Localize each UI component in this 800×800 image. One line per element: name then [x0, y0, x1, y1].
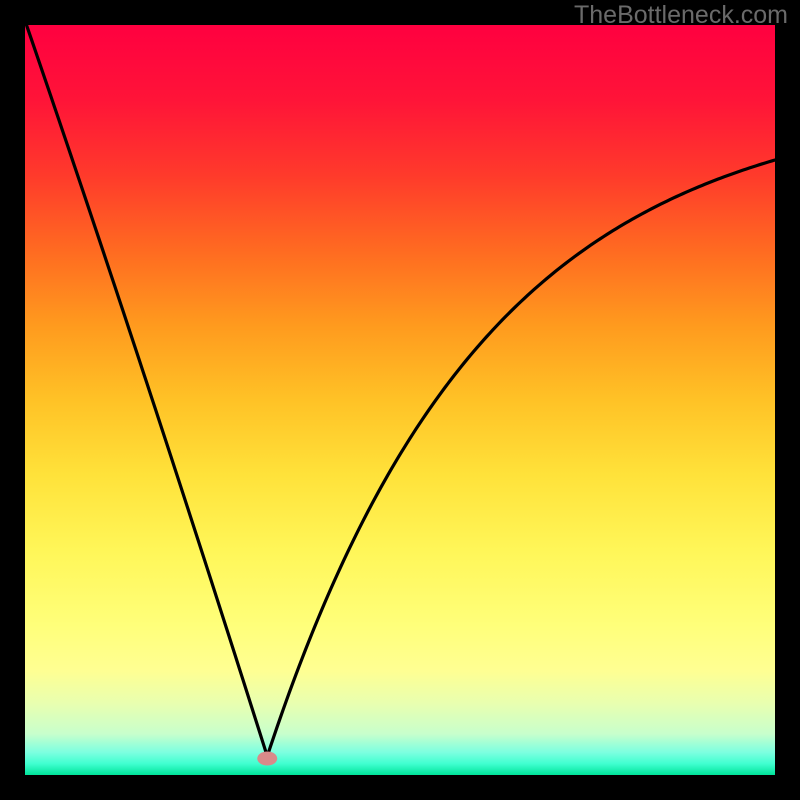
plot-gradient-bg: [25, 25, 775, 775]
watermark-text: TheBottleneck.com: [574, 1, 788, 30]
bottleneck-chart: [0, 0, 800, 800]
minimum-marker: [257, 752, 277, 766]
chart-root: TheBottleneck.com: [0, 0, 800, 800]
